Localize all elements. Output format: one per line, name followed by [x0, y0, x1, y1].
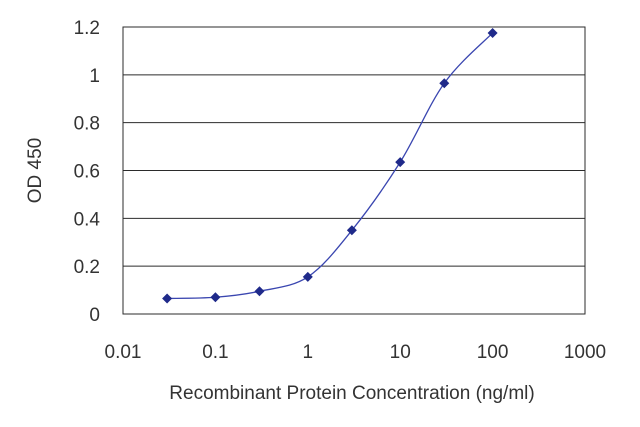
data-points — [162, 27, 498, 304]
grid-lines — [123, 26, 585, 315]
data-point — [346, 225, 357, 236]
data-point — [487, 27, 498, 38]
y-tick-label: 0.8 — [74, 114, 100, 135]
data-point — [254, 286, 265, 297]
y-tick-label: 0 — [89, 305, 100, 326]
y-tick-label: 0.2 — [74, 257, 100, 278]
data-point — [162, 293, 173, 304]
x-tick-label: 0.1 — [202, 342, 228, 363]
x-tick-label: 1 — [303, 342, 314, 363]
x-tick-label: 10 — [390, 342, 411, 363]
y-axis-label: OD 450 — [25, 138, 46, 203]
y-tick-label: 1.2 — [74, 18, 100, 39]
data-point — [395, 157, 406, 168]
y-tick-label: 1 — [89, 66, 100, 87]
x-tick-label: 0.01 — [105, 342, 142, 363]
series-line — [167, 32, 494, 300]
y-tick-label: 0.6 — [74, 162, 100, 183]
plot-frame — [122, 26, 586, 315]
y-tick-label: 0.4 — [74, 209, 101, 230]
x-tick-label: 1000 — [564, 342, 606, 363]
data-point — [302, 271, 313, 282]
x-tick-labels: 0.01 0.1 1 10 100 1000 — [105, 342, 607, 363]
x-tick-label: 100 — [477, 342, 509, 363]
y-tick-labels: 0 0.2 0.4 0.6 0.8 1 1.2 — [74, 18, 101, 326]
data-point — [210, 292, 221, 303]
data-point — [439, 78, 450, 89]
x-axis-label: Recombinant Protein Concentration (ng/ml… — [169, 383, 534, 404]
